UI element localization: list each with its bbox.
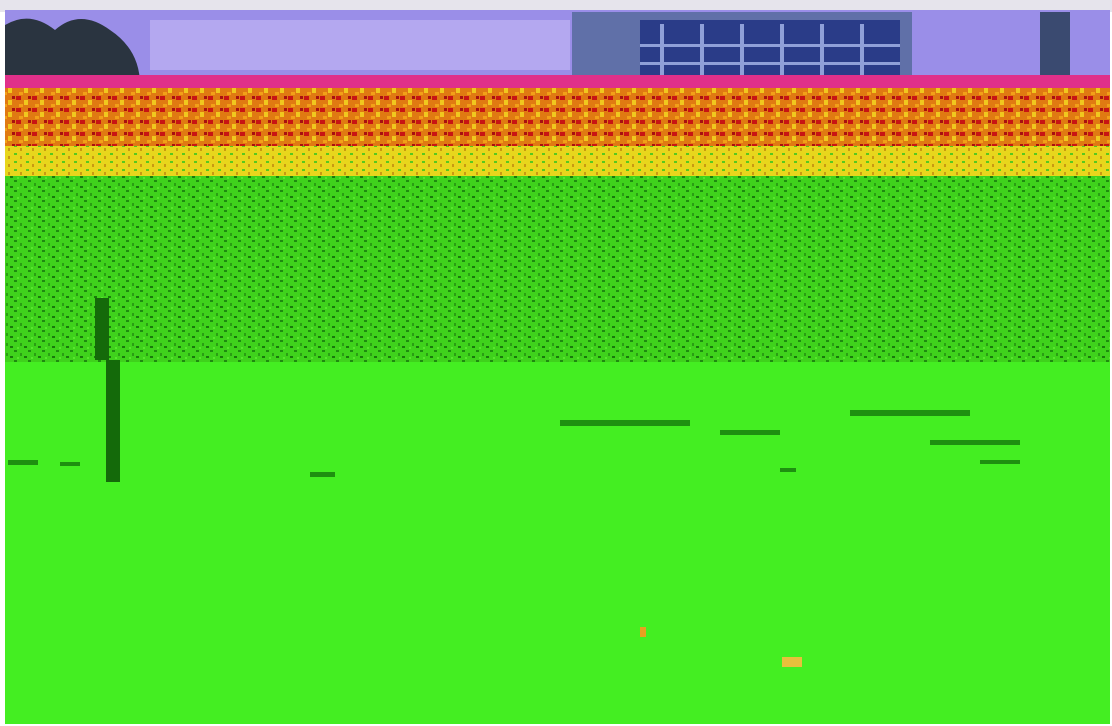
post <box>106 360 120 482</box>
sky-light <box>150 20 570 70</box>
building-windows <box>640 20 900 80</box>
speck-yellow <box>782 657 802 667</box>
window-frames <box>640 24 900 80</box>
post-top <box>95 298 109 360</box>
yellow-band <box>5 146 1110 176</box>
tower <box>1040 12 1070 82</box>
speck-orange <box>640 627 646 637</box>
warm-band <box>5 88 1110 146</box>
top-strip <box>0 0 1112 12</box>
specks <box>8 410 1020 477</box>
trees <box>5 18 140 86</box>
green-field <box>5 362 1110 724</box>
green-noise <box>5 176 1110 362</box>
magenta-band <box>5 75 1110 89</box>
